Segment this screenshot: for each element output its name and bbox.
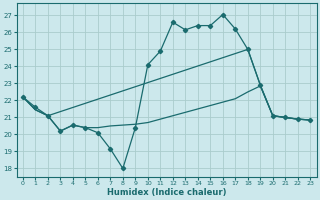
X-axis label: Humidex (Indice chaleur): Humidex (Indice chaleur) xyxy=(107,188,226,197)
